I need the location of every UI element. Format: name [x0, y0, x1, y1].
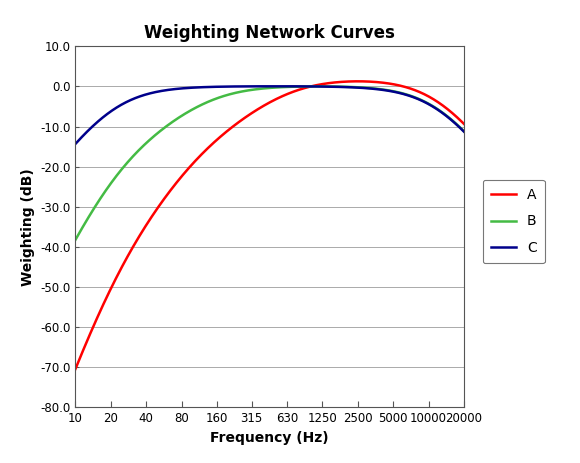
- A: [259, 104, 266, 109]
- A: [392, 81, 398, 87]
- C: [304, 84, 311, 89]
- C: [259, 83, 266, 89]
- X-axis label: Frequency (Hz): Frequency (Hz): [211, 431, 329, 445]
- A: [452, 113, 459, 119]
- A: [303, 85, 310, 90]
- C: [461, 129, 467, 134]
- B: [452, 120, 459, 126]
- C: [272, 83, 279, 89]
- A: [282, 92, 289, 98]
- Y-axis label: Weighting (dB): Weighting (dB): [21, 168, 35, 286]
- B: [392, 89, 398, 94]
- Line: B: B: [75, 87, 464, 240]
- C: [72, 141, 79, 147]
- B: [72, 237, 79, 243]
- C: [392, 89, 398, 95]
- Line: A: A: [75, 81, 464, 369]
- C: [452, 121, 459, 126]
- B: [259, 86, 266, 91]
- C: [256, 83, 263, 89]
- B: [316, 84, 322, 89]
- Line: C: C: [75, 86, 464, 144]
- A: [72, 366, 79, 372]
- C: [283, 83, 290, 89]
- B: [256, 86, 263, 92]
- A: [461, 121, 467, 127]
- Title: Weighting Network Curves: Weighting Network Curves: [144, 24, 395, 42]
- A: [256, 105, 263, 111]
- B: [303, 84, 310, 89]
- Legend: A, B, C: A, B, C: [483, 180, 545, 263]
- B: [282, 84, 289, 90]
- B: [461, 128, 467, 134]
- A: [354, 79, 361, 84]
